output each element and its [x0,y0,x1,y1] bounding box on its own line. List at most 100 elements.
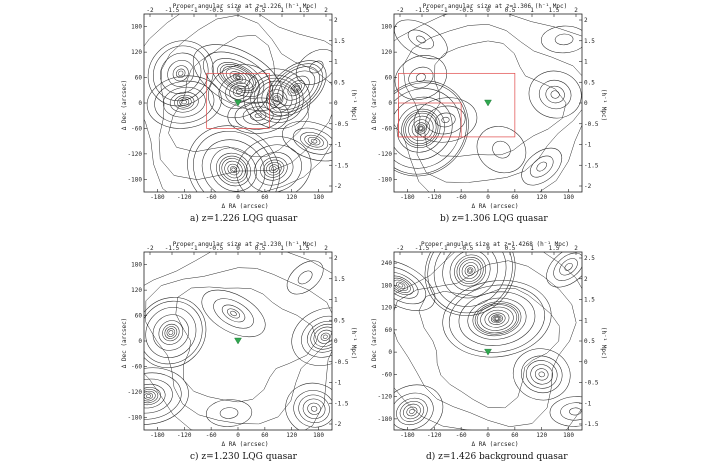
quasar-marker-icon [234,99,242,107]
tick-label: 120 [131,287,142,294]
tick-label: 180 [563,432,574,439]
contour-line [169,91,199,113]
tick-label: 120 [381,49,392,56]
tick-label: 2 [324,245,328,252]
tick-label: -1 [190,245,198,252]
tick-label: -60 [456,432,467,439]
y-axis-label-right: (h⁻¹ Mpc) [350,327,357,360]
tick-label: 2 [574,245,578,252]
contour-line [181,100,187,105]
contour-line [521,355,563,394]
tick-label: 1 [584,59,588,66]
tick-label: -120 [128,389,143,396]
tick-label: -180 [128,414,143,421]
contour-plot-a: Proper angular size at z=1.226 (h⁻¹ Mpc)… [121,0,358,210]
contour-line [529,155,554,178]
tick-label: 1 [530,7,534,14]
contour-line [521,147,563,186]
contour-line [285,382,332,430]
tick-label: 0.5 [334,317,345,324]
contour-line [396,104,445,153]
figure-panel-b: Proper angular size at z=1.306 (h⁻¹ Mpc)… [370,0,607,235]
tick-label: 0.5 [255,245,266,252]
contour-line [145,307,197,358]
contour-line [416,124,425,133]
tick-label: 0 [236,194,240,201]
contour-line [201,289,266,338]
contour-line [236,136,312,192]
tick-label: 0 [486,245,490,252]
contour-line [394,279,409,292]
contour-line [219,155,248,184]
tick-label: 0.5 [334,79,345,86]
contour-line [271,166,277,171]
contour-line [146,268,336,424]
panel-title: Proper angular size at z=1.4268 (h⁻¹ Mpc… [421,241,569,248]
x-axis-label: Δ RA (arcsec) [222,441,269,448]
tick-label: -2 [334,421,342,428]
tick-label: -60 [456,194,467,201]
tick-label: 2.5 [584,255,595,262]
tick-label: 60 [261,432,269,439]
tick-label: -180 [150,194,165,201]
y-axis-label-right: (h⁻¹ Mpc) [600,89,607,122]
tick-label: -60 [131,363,142,370]
contour-line [210,147,257,192]
contour-line [227,163,240,176]
tick-label: -1 [190,7,198,14]
x-axis-label: Δ RA (arcsec) [472,441,519,448]
bottom-ticks: -180 -120 -60 0 60 120 180 [400,189,574,201]
contour-line [130,0,358,207]
contour-line [394,80,469,177]
quasar-marker [484,99,492,107]
contour-line [167,59,195,87]
contour-line [152,314,190,351]
contour-line [407,29,434,50]
contour-line [292,127,332,155]
contour-line [205,399,253,427]
tick-label: -180 [400,432,415,439]
contour-line [158,320,184,345]
contour-line [229,82,250,100]
contour-line [169,35,309,156]
contour-line [394,272,419,299]
contour-line [273,95,281,103]
tick-label: 1 [334,59,338,66]
lqg-box [206,72,270,129]
contour-line [174,94,195,110]
left-ticks: 180 120 60 0 -60 -120 -180 [128,24,147,183]
figure-caption: b) z=1.306 LQG quasar [440,214,548,224]
contour-line [394,259,436,311]
contour-line [236,88,243,94]
tick-label: -180 [400,194,415,201]
tick-label: 0 [486,7,490,14]
x-axis-label: Δ RA (arcsec) [222,203,269,210]
contour-line [310,323,332,350]
tick-label: 120 [536,432,547,439]
tick-label: 1 [584,317,588,324]
tick-label: 0 [388,349,392,356]
tick-label: 2 [584,276,588,283]
contour-line [396,281,406,290]
contour-line [550,90,560,99]
tick-label: 1.5 [549,245,560,252]
contour-line [406,406,418,417]
contour-line [408,115,434,142]
contour-line [235,75,241,80]
y-axis-label-right: (h⁻¹ Mpc) [350,89,357,122]
contour-line [425,41,567,156]
tick-label: 2 [334,255,338,262]
tick-label: -2 [334,183,342,190]
tick-label: -180 [378,176,393,183]
contour-line [290,82,302,94]
contour-line [494,317,500,321]
contour-line [115,243,346,442]
tick-label: 180 [381,24,392,31]
contour-line [405,112,437,145]
contour-line [263,159,285,178]
contour-line [293,86,299,91]
contour-line [286,260,324,295]
contour-line [162,86,206,118]
contour-line [269,63,323,113]
contour-line [218,73,261,109]
